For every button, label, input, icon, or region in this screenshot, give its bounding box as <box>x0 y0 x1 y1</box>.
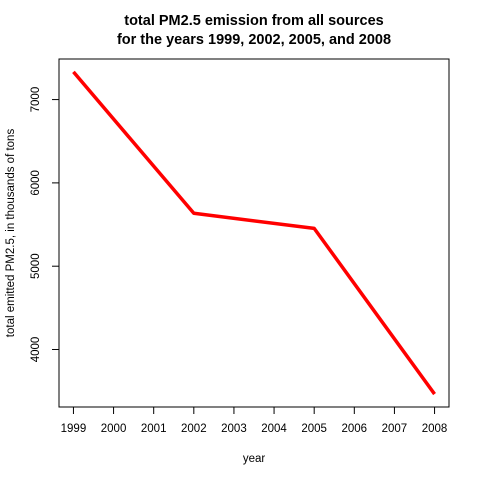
x-tick-label: 2003 <box>221 423 247 435</box>
x-axis-label: year <box>243 453 266 465</box>
x-tick-label: 2004 <box>261 423 287 435</box>
x-tick-label: 2002 <box>181 423 207 435</box>
y-tick-label: 7000 <box>30 87 42 113</box>
x-tick-label: 2006 <box>342 423 368 435</box>
emission-series-line <box>72 70 436 396</box>
x-tick-label: 2007 <box>382 423 408 435</box>
series-group <box>72 70 436 396</box>
x-tick-label: 1999 <box>61 423 87 435</box>
x-tick-label: 2005 <box>301 423 327 435</box>
x-axis: 1999 2000 2001 2002 2003 2004 2005 2006 2007 2008 <box>61 406 448 435</box>
y-axis: 4000 5000 6000 7000 <box>30 87 60 363</box>
x-tick-label: 2001 <box>141 423 167 435</box>
y-tick-label: 6000 <box>30 170 42 196</box>
chart-title-line-2: for the years 1999, 2002, 2005, and 2008 <box>117 32 391 48</box>
x-tick-label: 2000 <box>101 423 127 435</box>
y-tick-label: 4000 <box>30 337 42 363</box>
chart-title-line-1: total PM2.5 emission from all sources <box>124 13 383 29</box>
y-axis-label: total emitted PM2.5, in thousands of ton… <box>5 129 17 338</box>
plot-box <box>58 58 450 408</box>
y-tick-label: 5000 <box>30 253 42 279</box>
x-tick-label: 2008 <box>422 423 448 435</box>
